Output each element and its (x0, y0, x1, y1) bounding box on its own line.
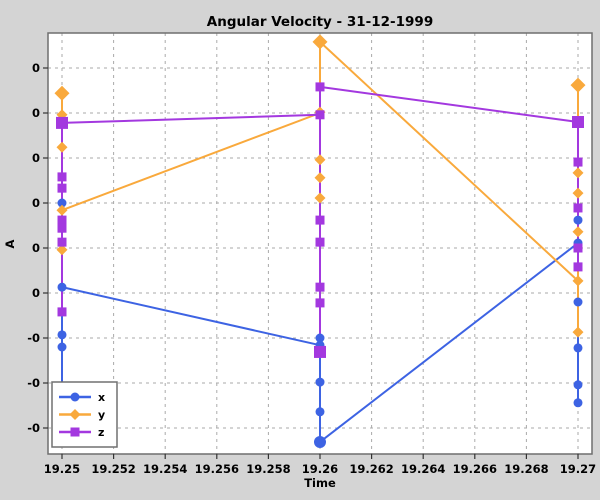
legend-label-z: z (98, 426, 104, 439)
x-tick-label: 19.264 (401, 462, 445, 476)
series-z-marker (573, 243, 583, 253)
series-y-marker (572, 167, 584, 179)
series-y-connector-line (319, 41, 579, 282)
series-x-marker (315, 377, 325, 387)
x-tick-label: 19.25 (44, 462, 80, 476)
y-tick-label: -0 (27, 331, 40, 345)
legend-entry-y: y (59, 409, 105, 422)
series-y-marker (314, 154, 326, 166)
series-z-marker (57, 307, 67, 317)
series-z-marker (573, 203, 583, 213)
series-y-marker (312, 34, 328, 50)
series-y-connector-line (61, 112, 321, 212)
y-tick-label: -0 (27, 421, 40, 435)
legend-marker-y (69, 409, 81, 420)
axis-layer: 19.25 19.252 19.254 19.256 19.258 19.26 19.262… (27, 61, 596, 476)
series-x-marker (314, 435, 326, 448)
series-x-marker (573, 343, 583, 353)
series-x-marker (57, 342, 67, 352)
series-x-marker (573, 215, 583, 225)
legend-entry-x: x (59, 391, 105, 404)
series-y-marker (572, 226, 584, 238)
x-tick-label: 19.256 (195, 462, 239, 476)
legend-entry-z: z (59, 426, 104, 439)
legend-label-x: x (98, 391, 105, 404)
series-z-marker (315, 215, 325, 225)
x-axis-label: Time (304, 476, 336, 490)
series-y-marker (56, 244, 68, 256)
y-tick-label: 0 (32, 151, 40, 165)
x-tick-label: 19.27 (560, 462, 596, 476)
series-x-marker (573, 398, 583, 408)
series-z-marker (56, 116, 68, 129)
x-tick-label: 19.252 (91, 462, 135, 476)
series-z-marker (57, 223, 67, 233)
series-y-marker (56, 204, 68, 216)
series-y-marker (572, 326, 584, 338)
x-tick-label: 19.26 (302, 462, 338, 476)
legend-marker-x (70, 392, 80, 402)
series-x-marker (57, 330, 67, 340)
series-x-marker (315, 333, 325, 343)
y-tick-label: -0 (27, 376, 40, 390)
series-z-marker (573, 157, 583, 167)
series-z-marker (315, 298, 325, 308)
series-z-connector-line (319, 85, 579, 123)
series-z-marker (314, 345, 326, 358)
y-tick-label: 0 (32, 196, 40, 210)
series-x-marker (57, 198, 67, 208)
series-z-connector-line (61, 113, 321, 124)
series-x-markers (57, 198, 583, 448)
legend: xyz (51, 381, 118, 448)
series-z-marker (572, 116, 584, 128)
series-x-marker (315, 407, 325, 417)
legend-label-y: y (98, 409, 105, 422)
x-tick-label: 19.258 (246, 462, 290, 476)
series-z-marker (57, 183, 67, 193)
y-tick-label: 0 (32, 286, 40, 300)
series-y-marker (56, 141, 68, 153)
legend-marker-z (70, 427, 80, 437)
series-z-marker (315, 282, 325, 292)
series-z-marker (57, 172, 67, 182)
series-z-markers (56, 82, 584, 358)
series-x-marker (573, 380, 583, 390)
series-layer (54, 34, 586, 448)
series-y-marker (572, 275, 584, 287)
y-tick-label: 0 (32, 61, 40, 75)
x-tick-label: 19.268 (504, 462, 548, 476)
x-tick-label: 19.266 (453, 462, 497, 476)
series-y-marker (572, 187, 584, 199)
series-y-marker (314, 192, 326, 204)
chart-title: Angular Velocity - 31-12-1999 (207, 14, 433, 30)
x-tick-label: 19.262 (349, 462, 393, 476)
series-y-marker (54, 85, 70, 101)
y-axis-label: A (3, 239, 17, 248)
series-x-marker (573, 297, 583, 307)
series-z-marker (315, 110, 325, 120)
y-tick-label: 0 (32, 241, 40, 255)
series-z-marker (315, 82, 325, 92)
series-z-marker (573, 262, 583, 272)
y-tick-label: 0 (32, 106, 40, 120)
series-x-connector-line (319, 242, 579, 443)
series-z-marker (315, 237, 325, 247)
series-y-marker (570, 77, 586, 93)
series-y-marker (314, 172, 326, 184)
series-x-connector-line (61, 286, 321, 347)
series-z-marker (57, 215, 67, 225)
x-tick-label: 19.254 (143, 462, 187, 476)
series-x-marker (57, 282, 67, 292)
series-z-marker (57, 237, 67, 247)
